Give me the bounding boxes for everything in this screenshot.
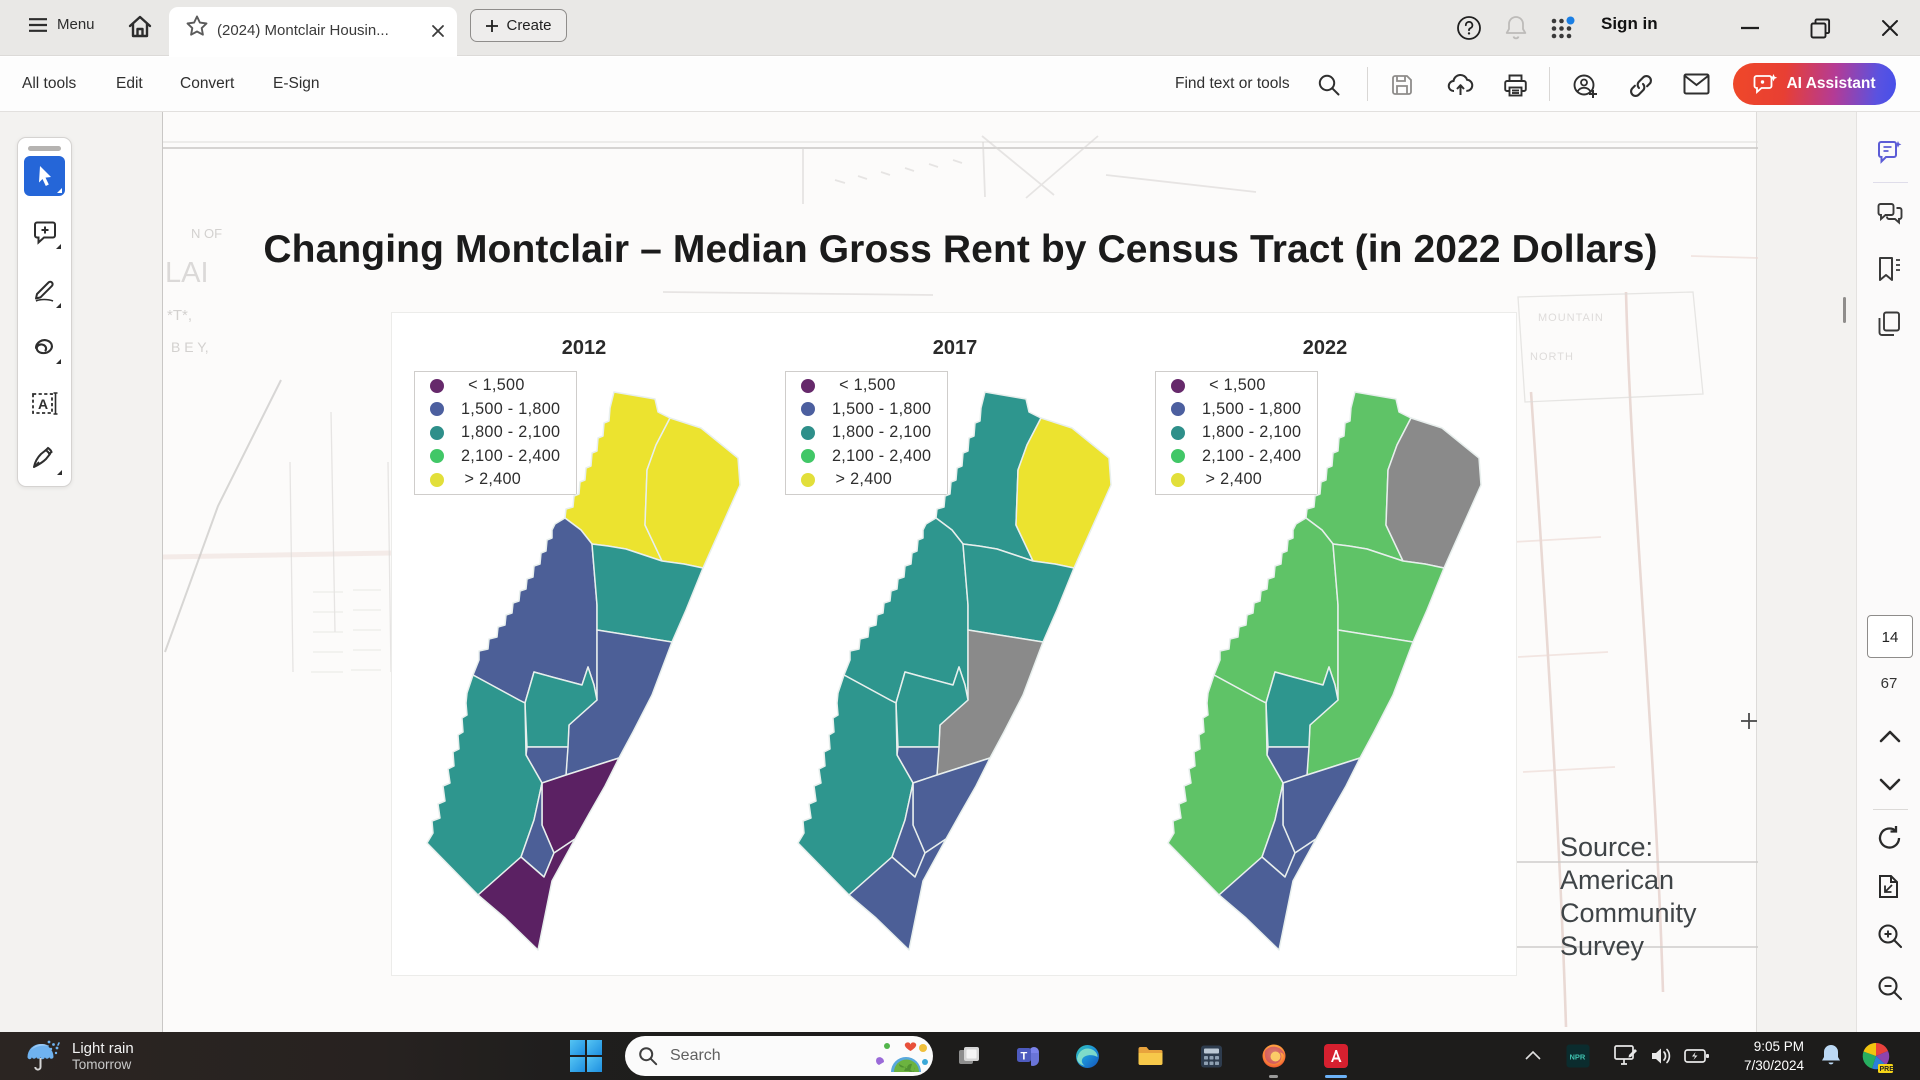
svg-text:N OF: N OF [191,226,222,241]
svg-text:*T*,: *T*, [167,307,192,324]
svg-text:MOUNTAIN: MOUNTAIN [1538,312,1604,324]
svg-text:NORTH: NORTH [1530,351,1574,363]
svg-text:A: A [38,396,48,412]
svg-text:PRE: PRE [1880,1066,1895,1073]
svg-text:NPR: NPR [1570,1053,1586,1062]
svg-text:B E Y,: B E Y, [171,339,209,355]
svg-text:LAI: LAI [165,257,209,289]
svg-text:T: T [1021,1051,1028,1063]
